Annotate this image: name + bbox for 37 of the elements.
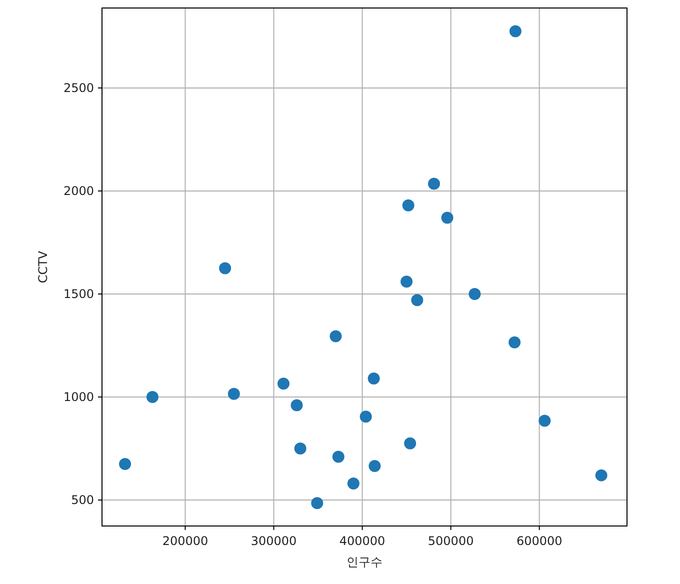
point — [277, 378, 290, 390]
point — [508, 336, 521, 348]
y-tick-label: 2000 — [63, 184, 94, 198]
point — [368, 460, 381, 472]
point — [509, 25, 522, 38]
x-tick-label: 600000 — [516, 534, 562, 548]
point — [400, 276, 413, 288]
x-tick-label: 400000 — [339, 534, 386, 548]
x-tick-label: 300000 — [250, 534, 297, 548]
point — [146, 391, 158, 404]
point — [294, 442, 306, 455]
point — [347, 478, 360, 490]
point — [468, 288, 481, 300]
point — [290, 399, 303, 412]
x-tick-label: 500000 — [428, 534, 474, 548]
y-tick-label: 500 — [71, 493, 94, 508]
y-tick-label: 2500 — [63, 80, 94, 95]
y-tick-label: 1500 — [63, 286, 94, 301]
point — [360, 410, 372, 423]
point — [428, 178, 440, 190]
point — [219, 262, 232, 274]
point — [595, 469, 608, 482]
x-tick-label: 200000 — [162, 534, 208, 548]
point — [411, 294, 424, 306]
point — [538, 414, 551, 427]
point — [332, 450, 344, 463]
y-axis-title: CCTV — [36, 250, 50, 284]
point — [441, 212, 454, 224]
point — [402, 199, 414, 212]
point — [368, 372, 380, 384]
point — [311, 497, 324, 510]
y-tick-label: 1000 — [63, 390, 94, 404]
point — [404, 437, 416, 450]
x-axis-title: 인구수 — [346, 555, 382, 569]
point — [228, 388, 240, 400]
point — [119, 458, 132, 470]
point — [330, 330, 342, 342]
